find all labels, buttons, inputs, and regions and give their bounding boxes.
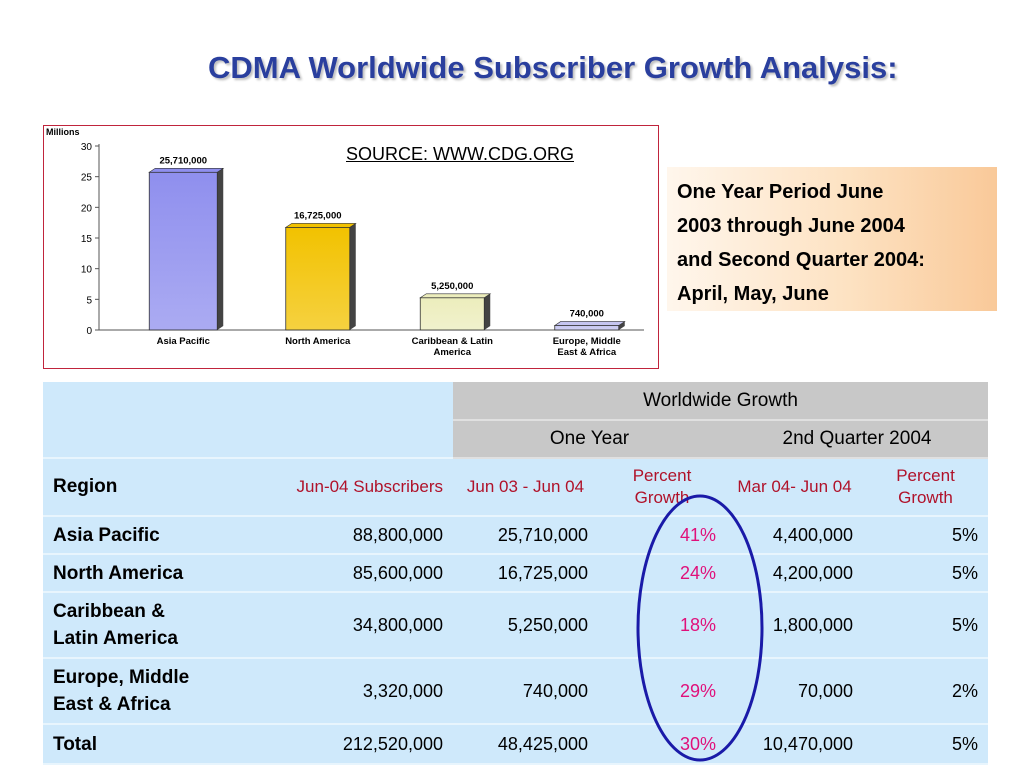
source-link[interactable]: SOURCE: WWW.CDG.ORG bbox=[346, 144, 574, 164]
cell-q2: 4,200,000 bbox=[726, 554, 863, 593]
x-tick-label: East & Africa bbox=[557, 347, 616, 358]
header-worldwide-growth: Worldwide Growth bbox=[453, 382, 988, 421]
x-tick-label: North America bbox=[285, 336, 351, 347]
header-one-year-range: Jun 03 - Jun 04 bbox=[453, 458, 598, 517]
cell-subscribers: 212,520,000 bbox=[250, 724, 453, 765]
table-row: Europe, Middle East & Africa 3,320,000 74… bbox=[43, 658, 988, 725]
cell-one-year-percent: 30% bbox=[598, 724, 726, 765]
bar bbox=[554, 325, 620, 331]
x-tick-label: Caribbean & Latin bbox=[412, 336, 493, 347]
cell-one-year: 16,725,000 bbox=[453, 554, 598, 593]
bar-side bbox=[349, 223, 356, 330]
row-region: North America bbox=[43, 554, 250, 593]
x-tick-label: Europe, Middle bbox=[553, 336, 621, 347]
cell-one-year: 25,710,000 bbox=[453, 516, 598, 555]
cell-q2-percent: 5% bbox=[863, 516, 988, 555]
y-tick-label: 0 bbox=[86, 326, 92, 337]
cell-subscribers: 34,800,000 bbox=[250, 592, 453, 659]
y-tick-label: 20 bbox=[81, 203, 93, 214]
header-subscribers: Jun-04 Subscribers bbox=[250, 458, 453, 517]
row-region: Total bbox=[43, 724, 250, 765]
cell-q2: 4,400,000 bbox=[726, 516, 863, 555]
cell-one-year-percent: 24% bbox=[598, 554, 726, 593]
y-tick-label: 5 bbox=[86, 295, 92, 306]
bar-chart: Millions 0 5 10 15 20 25 30 25,710,000 Asia Pacif… bbox=[46, 127, 644, 358]
bar-top bbox=[553, 321, 626, 326]
y-tick-label: 25 bbox=[81, 173, 93, 184]
x-tick-label: Asia Pacific bbox=[157, 336, 210, 347]
bar-side bbox=[484, 293, 491, 330]
header-region: Region bbox=[43, 458, 250, 517]
period-note: One Year Period June 2003 through June 2… bbox=[667, 167, 997, 311]
data-label: 25,710,000 bbox=[159, 155, 207, 166]
header-q2-percent: Percent Growth bbox=[863, 458, 988, 517]
row-region: Europe, Middle East & Africa bbox=[43, 658, 250, 725]
bar-top bbox=[148, 168, 225, 173]
x-tick-label: America bbox=[434, 347, 472, 358]
y-tick-label: 30 bbox=[81, 142, 93, 153]
cell-one-year-percent: 41% bbox=[598, 516, 726, 555]
cell-subscribers: 88,800,000 bbox=[250, 516, 453, 555]
cell-q2: 1,800,000 bbox=[726, 592, 863, 659]
table-row: Caribbean & Latin America 34,800,000 5,25… bbox=[43, 592, 988, 659]
row-region: Asia Pacific bbox=[43, 516, 250, 555]
chart-panel: Millions 0 5 10 15 20 25 30 25,710,000 Asia Pacif… bbox=[43, 125, 659, 369]
note-line: One Year Period June bbox=[677, 181, 884, 203]
y-tick-label: 15 bbox=[81, 234, 93, 245]
bar-top bbox=[419, 293, 492, 299]
cell-q2-percent: 5% bbox=[863, 724, 988, 765]
y-axis-label: Millions bbox=[46, 127, 80, 137]
data-label: 16,725,000 bbox=[294, 210, 342, 221]
header-2nd-quarter: 2nd Quarter 2004 bbox=[726, 420, 988, 459]
header-q2-range: Mar 04- Jun 04 bbox=[726, 458, 863, 517]
cell-one-year: 48,425,000 bbox=[453, 724, 598, 765]
bar-top bbox=[284, 223, 357, 228]
slide-title: CDMA Worldwide Subscriber Growth Analysi… bbox=[208, 50, 898, 85]
table-corner bbox=[43, 382, 453, 459]
cell-q2-percent: 5% bbox=[863, 554, 988, 593]
cell-one-year-percent: 29% bbox=[598, 658, 726, 725]
cell-one-year: 740,000 bbox=[453, 658, 598, 725]
cell-q2-percent: 2% bbox=[863, 658, 988, 725]
bar bbox=[419, 297, 485, 331]
note-line: 2003 through June 2004 bbox=[677, 215, 905, 237]
bar-side bbox=[618, 321, 625, 330]
table-row-total: Total 212,520,000 48,425,000 30% 10,470,… bbox=[43, 724, 988, 765]
table-row: North America 85,600,000 16,725,000 24% … bbox=[43, 554, 988, 593]
cell-q2: 70,000 bbox=[726, 658, 863, 725]
cell-subscribers: 3,320,000 bbox=[250, 658, 453, 725]
cell-one-year: 5,250,000 bbox=[453, 592, 598, 659]
bar-side bbox=[217, 168, 224, 330]
cell-one-year-percent: 18% bbox=[598, 592, 726, 659]
cell-subscribers: 85,600,000 bbox=[250, 554, 453, 593]
cell-q2: 10,470,000 bbox=[726, 724, 863, 765]
data-label: 5,250,000 bbox=[431, 281, 473, 292]
table-row: Asia Pacific 88,800,000 25,710,000 41% 4… bbox=[43, 516, 988, 555]
data-label: 740,000 bbox=[570, 308, 604, 319]
y-tick-label: 10 bbox=[81, 265, 93, 276]
note-line: and Second Quarter 2004: bbox=[677, 249, 925, 271]
cell-q2-percent: 5% bbox=[863, 592, 988, 659]
growth-table: Worldwide Growth One Year 2nd Quarter 20… bbox=[43, 382, 988, 765]
note-line: April, May, June bbox=[677, 283, 829, 305]
bar bbox=[285, 227, 351, 331]
row-region: Caribbean & Latin America bbox=[43, 592, 250, 659]
header-one-year: One Year bbox=[453, 420, 726, 459]
header-one-year-percent: Percent Growth bbox=[598, 458, 726, 517]
bar bbox=[148, 171, 218, 331]
